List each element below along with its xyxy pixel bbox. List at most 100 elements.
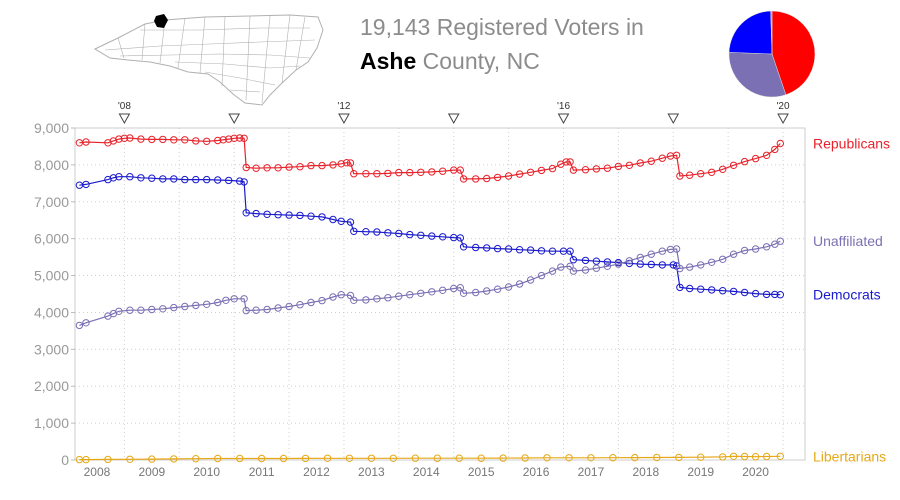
data-point bbox=[428, 288, 436, 296]
data-point bbox=[708, 286, 716, 294]
data-point bbox=[350, 227, 358, 236]
data-point bbox=[148, 305, 156, 314]
data-point bbox=[428, 232, 436, 240]
x-tick-label: 2017 bbox=[578, 465, 605, 479]
data-point bbox=[603, 262, 612, 270]
series-line bbox=[79, 240, 781, 326]
data-point bbox=[483, 244, 491, 252]
data-point bbox=[274, 211, 282, 219]
county-border bbox=[174, 61, 301, 69]
series-republicans: Republicans bbox=[75, 134, 890, 183]
data-point bbox=[614, 260, 623, 268]
data-point bbox=[296, 163, 304, 171]
data-point bbox=[592, 257, 601, 265]
x-axis: 2008 2009 2010 2011 2012 2013 2014 2015 2016 2017… bbox=[84, 465, 770, 479]
county-border bbox=[140, 27, 310, 31]
x-tick-label: 2010 bbox=[193, 465, 220, 479]
data-point bbox=[751, 154, 760, 163]
plot-area bbox=[74, 127, 806, 461]
data-point bbox=[126, 455, 134, 463]
county-border bbox=[204, 71, 276, 86]
data-point bbox=[631, 453, 639, 462]
data-point bbox=[776, 452, 784, 460]
election-marker-triangle bbox=[118, 113, 131, 125]
data-point bbox=[647, 250, 655, 258]
data-point bbox=[762, 290, 771, 299]
data-point bbox=[115, 173, 123, 181]
data-point bbox=[214, 176, 222, 184]
data-point bbox=[350, 170, 358, 178]
data-point bbox=[625, 257, 634, 265]
data-point bbox=[75, 321, 84, 330]
data-point bbox=[459, 243, 468, 251]
data-point bbox=[346, 218, 355, 226]
data-point bbox=[708, 258, 716, 266]
data-point bbox=[697, 261, 705, 269]
data-point bbox=[159, 305, 167, 313]
data-point bbox=[636, 253, 644, 262]
data-point bbox=[137, 135, 145, 143]
data-point bbox=[697, 453, 705, 461]
county-border bbox=[261, 15, 271, 104]
data-point bbox=[548, 164, 557, 173]
data-point bbox=[225, 135, 233, 143]
grid bbox=[75, 127, 805, 461]
data-point bbox=[285, 211, 293, 219]
data-point bbox=[537, 166, 546, 175]
county-border bbox=[221, 16, 226, 87]
data-point bbox=[428, 168, 436, 176]
data-point bbox=[658, 247, 666, 255]
county-suffix: County, NC bbox=[416, 48, 540, 74]
data-point bbox=[109, 174, 118, 182]
data-point bbox=[170, 303, 178, 312]
pie-slice bbox=[770, 10, 773, 55]
data-point bbox=[751, 245, 760, 253]
data-point bbox=[625, 161, 634, 170]
data-point bbox=[456, 234, 464, 242]
highlighted-county bbox=[154, 14, 168, 28]
data-point bbox=[456, 166, 464, 174]
data-point bbox=[653, 453, 661, 462]
election-marker-triangle bbox=[447, 113, 460, 125]
data-point bbox=[137, 174, 145, 182]
data-point bbox=[719, 165, 727, 174]
data-point bbox=[222, 296, 230, 304]
data-point bbox=[526, 276, 535, 284]
data-point bbox=[82, 319, 90, 327]
data-point bbox=[104, 455, 112, 464]
x-tick-label: 2011 bbox=[249, 465, 275, 479]
data-point bbox=[569, 267, 578, 275]
pie-slice bbox=[728, 52, 787, 98]
data-point bbox=[236, 177, 244, 185]
data-point bbox=[307, 298, 315, 307]
nc-state-outline bbox=[93, 14, 324, 106]
data-point bbox=[252, 306, 260, 314]
series-label: Democrats bbox=[813, 287, 881, 303]
data-point bbox=[329, 293, 337, 301]
series-libertarians: Libertarians bbox=[75, 448, 886, 464]
data-point bbox=[406, 168, 414, 177]
data-point bbox=[263, 164, 271, 172]
data-point bbox=[537, 271, 546, 280]
data-point bbox=[548, 267, 557, 275]
data-point bbox=[609, 454, 617, 462]
data-point bbox=[137, 306, 145, 314]
data-point bbox=[240, 134, 248, 143]
data-point bbox=[148, 135, 156, 144]
data-point bbox=[411, 454, 419, 462]
data-point bbox=[240, 295, 248, 303]
data-point bbox=[581, 266, 590, 274]
data-point bbox=[433, 454, 441, 462]
data-point bbox=[686, 263, 694, 271]
data-point bbox=[318, 213, 326, 221]
data-point bbox=[346, 159, 355, 167]
data-point bbox=[362, 296, 370, 304]
data-point bbox=[672, 245, 681, 253]
data-point bbox=[240, 178, 248, 186]
data-point bbox=[329, 215, 337, 224]
data-point bbox=[472, 288, 480, 297]
data-point bbox=[214, 136, 222, 145]
y-tick-label: 2,000 bbox=[34, 378, 69, 394]
data-point bbox=[219, 136, 227, 144]
data-point bbox=[252, 164, 260, 172]
